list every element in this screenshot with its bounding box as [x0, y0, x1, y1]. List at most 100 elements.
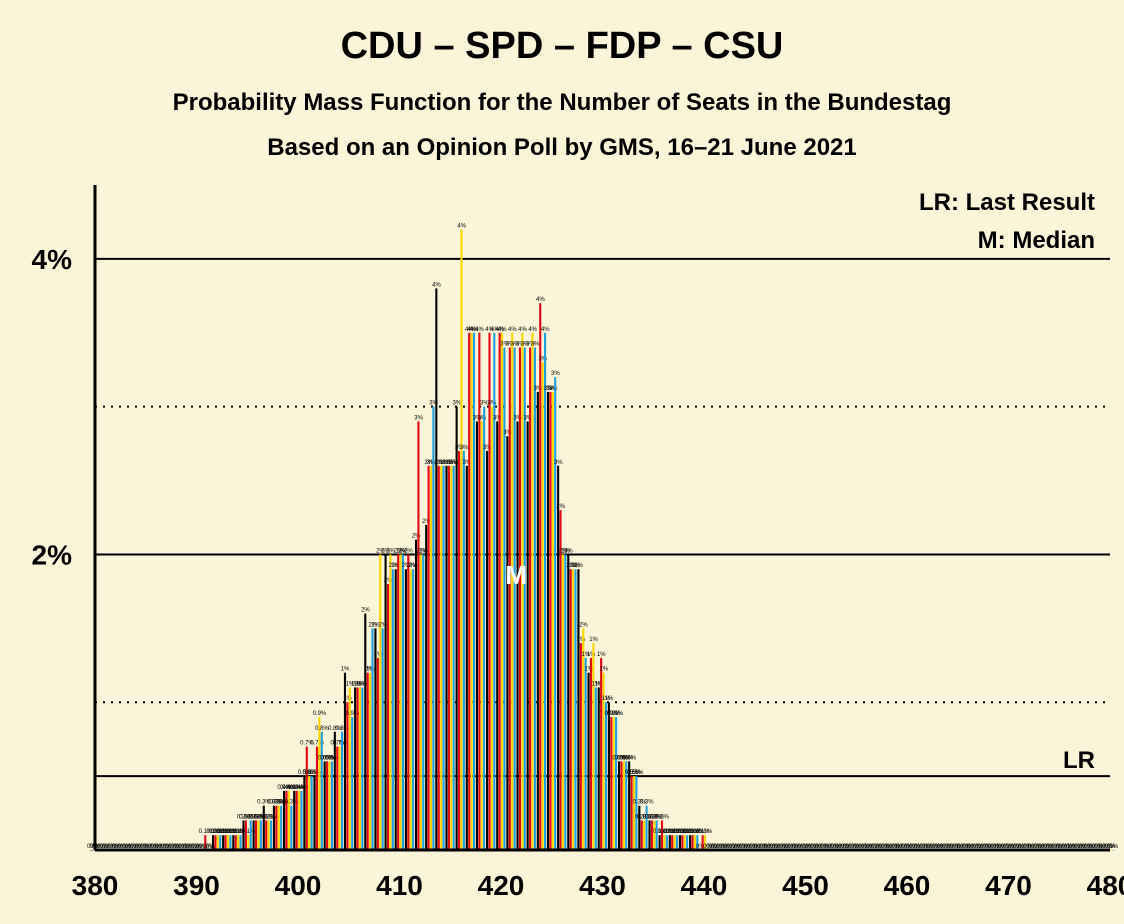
- x-tick-label: 400: [275, 870, 322, 901]
- bar-value-label: 4%: [475, 327, 484, 333]
- bar: [389, 554, 391, 850]
- bar: [641, 820, 643, 850]
- bar: [539, 303, 541, 850]
- bar: [615, 717, 617, 850]
- bar: [547, 392, 549, 850]
- bar-value-label: 2%: [564, 548, 573, 554]
- bar-value-label: 3%: [554, 460, 563, 466]
- bar: [570, 569, 572, 850]
- bar: [296, 791, 298, 850]
- bar: [527, 421, 529, 850]
- bar: [466, 466, 468, 850]
- bar: [328, 761, 330, 850]
- x-tick-label: 470: [985, 870, 1032, 901]
- bar: [331, 761, 333, 850]
- bar: [293, 791, 295, 850]
- bar: [577, 569, 579, 850]
- y-tick-label: 4%: [32, 244, 73, 275]
- bar-value-label: 4%: [457, 223, 466, 229]
- bar: [316, 747, 318, 850]
- bar: [674, 835, 676, 850]
- bar: [432, 407, 434, 850]
- bar: [364, 614, 366, 850]
- bar: [324, 761, 326, 850]
- bar: [638, 806, 640, 850]
- bar: [402, 554, 404, 850]
- bar: [250, 820, 252, 850]
- bar-value-label: 2%: [412, 534, 421, 540]
- bar: [635, 776, 637, 850]
- x-tick-label: 450: [782, 870, 829, 901]
- pmf-chart: CDU – SPD – FDP – CSUProbability Mass Fu…: [0, 0, 1124, 924]
- bar: [313, 776, 315, 850]
- bar-value-label: 0.2%: [655, 814, 669, 820]
- bar-value-label: 4%: [432, 282, 441, 288]
- bar-value-label: 3%: [478, 415, 487, 421]
- bar: [300, 791, 302, 850]
- bar: [468, 333, 470, 850]
- bar: [341, 732, 343, 850]
- bar: [275, 806, 277, 850]
- bar: [463, 451, 465, 850]
- bar: [554, 377, 556, 850]
- bar: [371, 628, 373, 850]
- bar: [303, 776, 305, 850]
- bar: [382, 628, 384, 850]
- bar: [531, 333, 533, 850]
- bar: [280, 806, 282, 850]
- bar: [235, 835, 237, 850]
- bar-value-label: 4%: [541, 327, 550, 333]
- bar: [534, 348, 536, 850]
- bar: [253, 820, 255, 850]
- bar: [260, 820, 262, 850]
- bar: [529, 348, 531, 850]
- lr-marker: LR: [1063, 747, 1095, 774]
- bar-value-label: 1%: [577, 637, 586, 643]
- bar: [318, 717, 320, 850]
- bar-value-label: 1%: [341, 667, 350, 673]
- bar-value-label: 0%: [1109, 844, 1118, 850]
- bar-value-label: 2%: [556, 504, 565, 510]
- bar: [572, 569, 574, 850]
- bar-value-label: 1%: [605, 696, 614, 702]
- bar: [506, 436, 508, 850]
- bar: [458, 451, 460, 850]
- bar: [219, 835, 221, 850]
- bar: [308, 776, 310, 850]
- bar: [214, 835, 216, 850]
- bar: [499, 333, 501, 850]
- bar: [691, 835, 693, 850]
- bar: [580, 643, 582, 850]
- bar: [471, 333, 473, 850]
- bar: [537, 392, 539, 850]
- bar: [412, 569, 414, 850]
- bar-value-label: 4%: [536, 297, 545, 303]
- bar: [503, 348, 505, 850]
- bar: [608, 702, 610, 850]
- bar: [270, 820, 272, 850]
- bar-value-label: 2%: [579, 622, 588, 628]
- bar: [306, 747, 308, 850]
- bar: [326, 761, 328, 850]
- bar: [493, 333, 495, 850]
- bar: [501, 333, 503, 850]
- bar-value-label: 3%: [523, 415, 532, 421]
- bar: [422, 554, 424, 850]
- bar-value-label: 3%: [460, 445, 469, 451]
- bar: [336, 747, 338, 850]
- bar-value-label: 0.5%: [630, 770, 644, 776]
- bar: [374, 628, 376, 850]
- bar: [407, 554, 409, 850]
- x-tick-label: 460: [884, 870, 931, 901]
- bar: [217, 835, 219, 850]
- bar: [567, 554, 569, 850]
- bar: [564, 554, 566, 850]
- bar: [544, 333, 546, 850]
- bar-value-label: 4%: [528, 327, 537, 333]
- bar: [588, 673, 590, 850]
- bar: [524, 348, 526, 850]
- bar: [222, 835, 224, 850]
- y-tick-label: 2%: [32, 539, 73, 570]
- bar: [377, 658, 379, 850]
- bar: [268, 820, 270, 850]
